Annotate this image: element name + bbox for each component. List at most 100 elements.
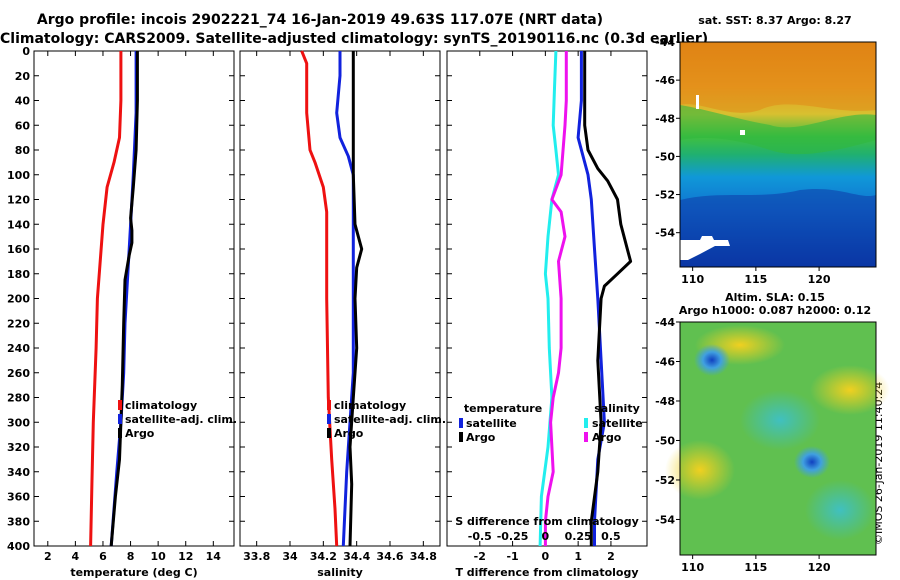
- x-tick-label: 110: [681, 273, 704, 286]
- sst-map: [679, 41, 877, 268]
- x-tick-label: 6: [99, 550, 107, 563]
- series-line: [543, 51, 568, 546]
- x-tick-label: 34: [282, 550, 298, 563]
- sla-map-title-line1: Altim. SLA: 0.15: [725, 291, 825, 304]
- series-line: [300, 50, 339, 547]
- sla-eddy: [794, 446, 830, 478]
- x-tick-label: 12: [178, 550, 193, 563]
- x-tick-label: 120: [808, 561, 831, 574]
- sst-missing-data: [740, 130, 745, 135]
- x-axis-label: salinity: [317, 566, 363, 579]
- sst-map-frame: [679, 41, 877, 268]
- series-line: [583, 51, 633, 546]
- legend-swatch: [584, 418, 588, 428]
- x-tick-label: 2: [607, 550, 615, 563]
- y-tick-label: 400: [7, 540, 30, 553]
- y-tick-label: -46: [655, 355, 675, 368]
- x-tick-label: 2: [44, 550, 52, 563]
- y-tick-label: 180: [7, 268, 30, 281]
- legend-label: Argo: [592, 431, 622, 444]
- y-tick-label: 240: [7, 342, 30, 355]
- x-tick-label: 1: [574, 550, 582, 563]
- y-tick-label: -54: [655, 227, 675, 240]
- x-tick-label: -2: [474, 550, 486, 563]
- temperature-profile: 0 20 40 60 80 100 120 140 160 180 200 220 240 260 280 3…: [7, 45, 237, 579]
- y-tick-label: 260: [7, 367, 30, 380]
- x-tick-label: 34.8: [410, 550, 437, 563]
- legend-swatch: [118, 428, 122, 438]
- legend-swatch: [584, 432, 588, 442]
- difference-profile: -2 -1 0 1 2 T difference from climatology temp…: [446, 50, 648, 579]
- sst-cold-region: [680, 188, 876, 267]
- y-tick-label: 340: [7, 466, 30, 479]
- x-tick-label: 8: [127, 550, 135, 563]
- y-tick-label: -50: [655, 150, 675, 163]
- sla-high-anomaly: [810, 365, 890, 415]
- y-tick-label: -52: [655, 189, 675, 202]
- y-tick-label: -44: [655, 316, 675, 329]
- y-tick-label: 300: [7, 416, 30, 429]
- sla-low-anomaly: [740, 390, 820, 450]
- legend-label: Argo: [466, 431, 496, 444]
- legend-swatch: [327, 400, 331, 410]
- sst-green-band: [680, 105, 876, 155]
- x-tick-label: 110: [681, 561, 704, 574]
- x-axis-label: temperature (deg C): [70, 566, 197, 579]
- y-tick-label: 0: [22, 45, 30, 58]
- y-tick-label: 120: [7, 194, 30, 207]
- y-tick-label: 20: [15, 70, 31, 83]
- y-tick-label: 80: [15, 144, 31, 157]
- legend-label: satellite-adj. clim.: [334, 413, 446, 426]
- legend-label: satellite-adj. clim.: [125, 413, 237, 426]
- legend-label: Argo: [334, 427, 364, 440]
- sst-map-title: sat. SST: 8.37 Argo: 8.27: [698, 14, 852, 27]
- legend-label: Argo: [125, 427, 155, 440]
- secondary-tick-label: -0.5: [468, 530, 492, 543]
- y-tick-label: 40: [15, 95, 31, 108]
- legend-swatch: [327, 428, 331, 438]
- sla-map-frame: [679, 321, 877, 556]
- legend-label: climatology: [334, 399, 406, 412]
- x-tick-label: 34.4: [343, 550, 370, 563]
- x-tick-label: 4: [72, 550, 80, 563]
- y-tick-label: 60: [15, 119, 31, 132]
- figure-title-line2: Climatology: CARS2009. Satellite-adjuste…: [0, 31, 709, 47]
- sla-map-axes: -44 -46 -48 -50 -52 -54 110 115 120: [655, 316, 831, 574]
- y-tick-label: -48: [655, 112, 675, 125]
- y-tick-label: 160: [7, 243, 30, 256]
- sst-missing-data: [696, 95, 699, 109]
- sla-map-title-line2: Argo h1000: 0.087 h2000: 0.12: [678, 304, 872, 317]
- sst-land-mask: [680, 236, 730, 260]
- temperature-profile-frame: [33, 50, 235, 547]
- legend-swatch: [459, 432, 463, 442]
- secondary-axis-label: S difference from climatology: [455, 515, 639, 528]
- sst-warm-region: [680, 42, 876, 113]
- legend-title: salinity: [594, 402, 640, 415]
- legend-swatch: [459, 418, 463, 428]
- x-tick-label: 14: [206, 550, 222, 563]
- x-tick-label: 34.2: [310, 550, 337, 563]
- y-tick-label: 320: [7, 441, 30, 454]
- salinity-profile: 33.8 34 34.2 34.4 34.6 34.8 salinity climatolog…: [239, 50, 446, 579]
- y-tick-label: -54: [655, 513, 675, 526]
- figure-title-line1: Argo profile: incois 2902221_74 16-Jan-2…: [36, 12, 604, 28]
- series-line: [89, 51, 123, 547]
- y-tick-label: -48: [655, 395, 675, 408]
- legend-label: satellite: [592, 417, 643, 430]
- salinity-profile-frame: [239, 50, 441, 547]
- sla-low-anomaly: [805, 480, 875, 540]
- y-tick-label: 140: [7, 218, 30, 231]
- x-tick-label: 34.6: [376, 550, 403, 563]
- legend-swatch: [118, 400, 122, 410]
- sst-map-axes: -44 -46 -48 -50 -52 -54 110 115 120: [655, 36, 831, 286]
- legend-label: satellite: [466, 417, 517, 430]
- secondary-tick-label: 0.5: [601, 530, 621, 543]
- sla-eddy: [694, 344, 730, 376]
- secondary-tick-label: 0: [542, 530, 550, 543]
- legend-swatch: [327, 414, 331, 424]
- series-line: [538, 50, 560, 547]
- x-tick-label: 115: [744, 561, 767, 574]
- x-tick-label: 10: [150, 550, 166, 563]
- legend-swatch: [118, 414, 122, 424]
- y-tick-label: -52: [655, 474, 675, 487]
